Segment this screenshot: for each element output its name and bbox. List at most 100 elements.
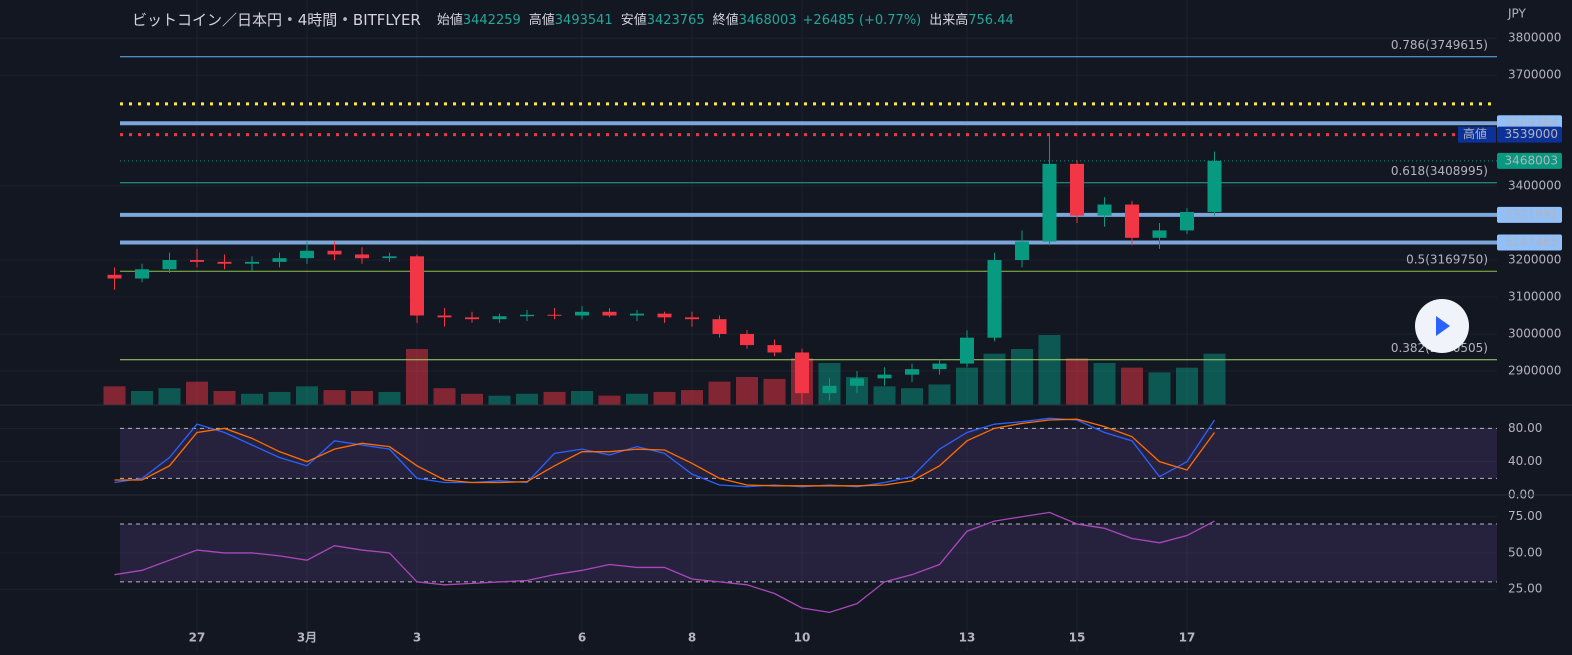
volume-bar	[158, 388, 181, 405]
x-tick-label: 3	[413, 631, 421, 645]
x-tick-label: 6	[578, 631, 586, 645]
volume-bar	[131, 391, 153, 405]
candle-body	[1125, 204, 1139, 238]
labels: 27 3月 3 6 8 10 13 15 17 3800000 3700000 3400000 3200…	[189, 31, 1562, 645]
y-tick-label: 3400000	[1508, 179, 1561, 193]
candle-body	[1070, 163, 1084, 216]
header-label: 終値	[713, 12, 739, 28]
high-tag: 3539000	[1505, 127, 1558, 141]
price-tag-bg	[1497, 234, 1562, 251]
candle-body	[602, 311, 617, 316]
y-tick-label: 50.00	[1508, 545, 1542, 559]
x-tick-label: 15	[1069, 631, 1086, 645]
header-label: 始値	[437, 12, 463, 28]
volume-bar	[626, 393, 648, 405]
volume-bar	[1176, 367, 1198, 405]
header-value: 3442259	[463, 13, 521, 28]
candle-body	[1097, 204, 1112, 216]
volume-bar	[241, 393, 263, 405]
indicator-line	[114, 417, 1216, 488]
y-tick-label: 3100000	[1508, 290, 1561, 304]
fib-label: 0.5(3169750)	[1406, 253, 1488, 267]
candle-body	[272, 258, 287, 262]
header-label: 安値	[621, 12, 647, 28]
y-tick-label: 80.00	[1508, 421, 1542, 435]
header: ビットコイン／日本円 • 4時間 • BITFLYER 始値3442259 高値349354…	[132, 11, 1014, 29]
volume-bar	[873, 386, 896, 405]
candle-body	[657, 313, 672, 318]
last-price-tag-bg	[1497, 152, 1562, 169]
price-tag: 3247463	[1505, 235, 1558, 249]
volume-bar	[928, 384, 951, 405]
x-tick-label: 10	[794, 631, 811, 645]
candle-body	[1042, 163, 1057, 242]
volume-bar	[901, 388, 923, 405]
candle-body	[1015, 241, 1029, 261]
candle-body	[410, 256, 424, 316]
header-change: +26485 (+0.77%)	[803, 13, 922, 28]
candle-body	[795, 352, 809, 394]
y-tick-label: 3200000	[1508, 253, 1561, 267]
volume-bar	[1093, 363, 1116, 405]
title-part: 4時間	[298, 11, 338, 29]
volume-bar	[1038, 335, 1061, 405]
candle-body	[1152, 230, 1167, 238]
volume-bar	[1011, 349, 1033, 405]
volume-bar	[406, 349, 428, 405]
y-tick-label: 40.00	[1508, 454, 1542, 468]
separator: •	[341, 13, 349, 28]
header-value: 3423765	[647, 13, 705, 28]
header-value: 3493541	[555, 13, 613, 28]
volume-bar	[736, 377, 758, 405]
volume-bar	[433, 388, 456, 405]
candle-body	[465, 317, 479, 320]
candle-body	[932, 363, 947, 370]
y-tick-label: 3800000	[1508, 31, 1561, 45]
volume-bar	[1203, 353, 1226, 405]
y-tick-label: 2900000	[1508, 363, 1561, 377]
x-tick-label: 3月	[297, 631, 317, 645]
y-tick-label: 3000000	[1508, 326, 1561, 340]
high-tag-bg	[1497, 126, 1562, 143]
volume-bar	[461, 393, 483, 405]
grid	[0, 0, 1497, 650]
candle-body	[245, 261, 259, 264]
volume-bar	[681, 390, 703, 405]
price-tag: 3321991	[1505, 207, 1558, 221]
volume-bar	[488, 395, 511, 405]
candle-body	[767, 345, 782, 353]
volume-bar	[956, 367, 978, 405]
high-label: 高値	[1463, 126, 1487, 141]
candle-body	[740, 333, 754, 346]
candle-body	[327, 250, 342, 255]
marks	[103, 56, 1497, 614]
candle-body	[107, 274, 122, 279]
volume-bar	[598, 395, 621, 405]
band	[120, 523, 1497, 582]
band	[120, 428, 1497, 479]
candle-body	[355, 254, 369, 259]
header-value: 3468003	[739, 13, 797, 28]
volume-bar	[213, 391, 236, 405]
header-label: 高値	[529, 12, 555, 28]
y-tick-label: 3700000	[1508, 68, 1561, 82]
volume-bar	[1121, 367, 1143, 405]
volume-bar	[268, 391, 291, 405]
candle-body	[520, 314, 534, 317]
candle-body	[382, 256, 397, 259]
volume-bar	[186, 381, 208, 405]
candle-body	[575, 311, 589, 316]
fib-label: 0.618(3408995)	[1391, 164, 1488, 178]
x-tick-label: 17	[1179, 631, 1196, 645]
fib-label: 0.786(3749615)	[1391, 38, 1488, 52]
candle-body	[190, 260, 204, 262]
header-label: 出来高	[929, 12, 968, 28]
header-value: 756.44	[968, 13, 1014, 28]
candle-body	[877, 374, 892, 379]
candle-body	[850, 378, 864, 386]
volume-bar	[983, 353, 1006, 405]
currency: JPY	[1507, 7, 1527, 21]
candle-body	[630, 313, 644, 316]
